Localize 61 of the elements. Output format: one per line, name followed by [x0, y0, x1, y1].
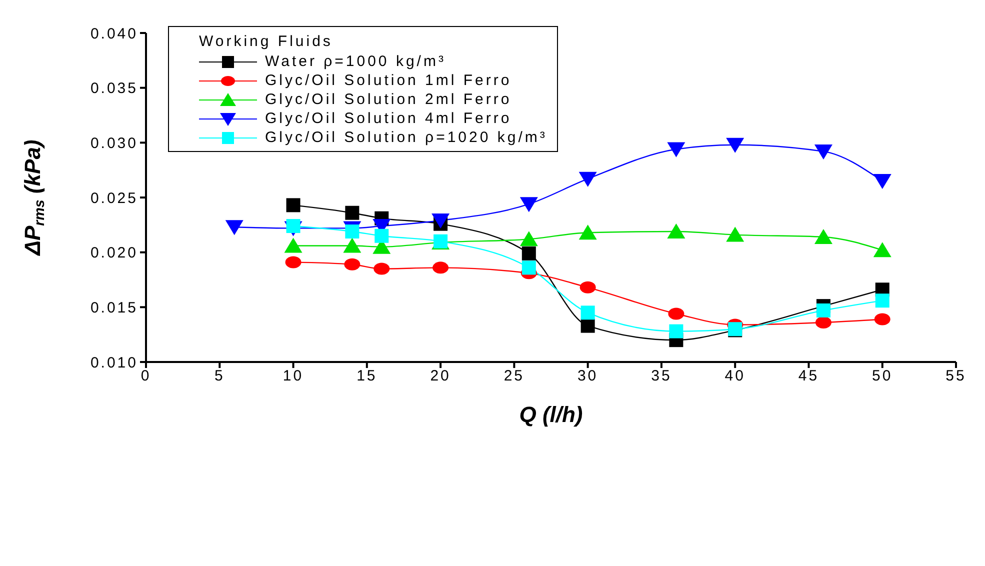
point [225, 220, 244, 236]
point [285, 256, 302, 268]
y-tick-label: 0.030 [90, 134, 138, 152]
y-tick-label: 0.040 [90, 25, 138, 42]
point [874, 313, 890, 326]
point [522, 246, 536, 260]
x-axis-title: Q (l/h) [519, 402, 583, 427]
legend-label: Water ρ=1000 kg/m³ [265, 53, 446, 70]
point [669, 324, 684, 338]
point [374, 228, 389, 243]
y-tick-label: 0.020 [90, 244, 138, 262]
x-tick-label: 30 [577, 368, 598, 385]
x-tick-label: 25 [504, 368, 525, 385]
point [343, 238, 362, 253]
x-tick-label: 20 [430, 368, 451, 385]
point [286, 198, 300, 212]
point [815, 316, 832, 329]
point [816, 303, 830, 318]
x-tick-label: 55 [946, 368, 966, 385]
point [345, 206, 360, 220]
point [814, 228, 832, 244]
legend-label: Glyc/Oil Solution 4ml Ferro [265, 110, 512, 127]
point [668, 308, 684, 320]
legend-label: Glyc/Oil Solution 1ml Ferro [265, 72, 512, 89]
y-tick-label: 0.010 [90, 354, 138, 372]
legend-label: Glyc/Oil Solution ρ=1020 kg/m³ [265, 129, 548, 146]
point [873, 242, 892, 258]
point [814, 144, 832, 160]
x-tick-label: 5 [214, 368, 225, 385]
y-tick-label: 0.015 [90, 299, 138, 316]
x-tick-label: 0 [140, 368, 152, 385]
point [875, 294, 890, 308]
x-tick-label: 45 [798, 368, 820, 385]
x-tick-label: 15 [356, 368, 378, 385]
point [374, 262, 390, 275]
point [522, 260, 536, 275]
y-tick-label: 0.025 [90, 190, 138, 207]
legend-title: Working Fluids [199, 33, 334, 50]
point [726, 138, 744, 153]
point [580, 318, 595, 333]
point [520, 197, 538, 212]
point [873, 174, 892, 190]
x-tick-label: 50 [872, 368, 893, 385]
legend-label: Glyc/Oil Solution 2ml Ferro [265, 91, 512, 108]
point [520, 231, 538, 246]
point [284, 238, 302, 253]
point [345, 224, 360, 238]
point [578, 224, 597, 240]
point [726, 226, 744, 242]
y-tick-label: 0.035 [90, 80, 138, 98]
x-tick-label: 40 [724, 368, 746, 385]
point [580, 306, 595, 320]
point [344, 258, 360, 270]
x-tick-label: 35 [651, 368, 672, 385]
point [432, 214, 450, 229]
x-tick-label: 10 [282, 368, 304, 385]
point [578, 172, 597, 187]
point [667, 223, 686, 238]
point [432, 262, 449, 274]
point [580, 281, 596, 294]
point [667, 142, 686, 158]
